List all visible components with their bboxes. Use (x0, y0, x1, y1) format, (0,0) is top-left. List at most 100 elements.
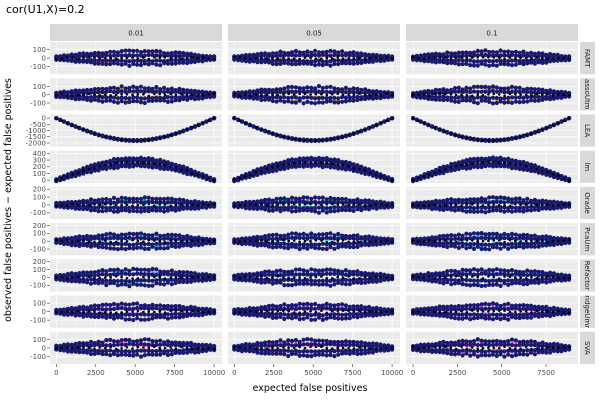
data-point (343, 200, 348, 205)
data-point (165, 99, 170, 104)
mean-point (551, 124, 555, 127)
data-point (146, 195, 151, 200)
data-point (270, 273, 275, 278)
data-point (471, 197, 477, 202)
mean-point (352, 132, 356, 135)
mean-point (336, 309, 340, 313)
data-point (529, 200, 534, 205)
data-point (370, 124, 375, 129)
data-point (433, 57, 438, 62)
mean-point (104, 164, 107, 167)
mean-point (292, 161, 296, 165)
mean-point (207, 310, 210, 314)
mean-point (325, 56, 329, 60)
mean-point (503, 161, 506, 165)
data-point (138, 138, 144, 143)
data-point (430, 273, 435, 278)
mean-point (109, 311, 112, 314)
mean-point (481, 160, 485, 164)
mean-point (153, 204, 156, 208)
data-point (127, 272, 132, 277)
mean-point (358, 277, 361, 280)
mean-point (309, 202, 312, 206)
data-point (449, 205, 454, 210)
data-point (131, 84, 136, 89)
data-point (309, 282, 314, 287)
data-point (449, 197, 454, 202)
data-point (517, 85, 522, 90)
data-point (445, 197, 450, 202)
mean-point (292, 93, 296, 96)
data-point (324, 49, 329, 55)
data-point (328, 209, 333, 214)
data-point (100, 209, 105, 214)
data-point (313, 86, 318, 91)
data-point (88, 95, 94, 100)
data-point (355, 197, 360, 202)
data-point (92, 58, 97, 63)
mean-point (174, 203, 178, 207)
data-point (305, 278, 310, 283)
data-point (494, 267, 499, 272)
data-point (540, 97, 545, 102)
data-point (336, 205, 341, 210)
mean-point (535, 56, 539, 59)
mean-point (320, 161, 323, 164)
data-point (468, 242, 473, 247)
panel-6-1 (228, 259, 400, 292)
mean-point (212, 310, 216, 313)
data-point (506, 100, 511, 105)
data-point (456, 272, 461, 278)
data-point (158, 58, 163, 63)
data-point (119, 242, 124, 247)
data-point (138, 317, 144, 322)
data-point (138, 236, 144, 241)
data-point (343, 277, 348, 283)
data-point (517, 278, 522, 283)
data-point (85, 95, 90, 100)
data-point (313, 272, 318, 277)
data-point (154, 62, 159, 67)
data-point (332, 236, 337, 241)
mean-point (158, 275, 161, 279)
mean-point (331, 162, 334, 166)
data-point (111, 53, 117, 58)
mean-point (352, 310, 356, 313)
panel-7-0 (50, 295, 222, 328)
mean-point (180, 240, 183, 243)
data-point (123, 279, 128, 284)
data-point (154, 278, 159, 283)
mean-point (271, 93, 274, 97)
mean-point (303, 92, 307, 96)
mean-point (331, 137, 334, 141)
data-point (293, 282, 298, 287)
mean-point (341, 238, 345, 242)
data-point (297, 199, 302, 204)
mean-point (136, 203, 140, 207)
data-point (328, 95, 333, 100)
data-point (320, 59, 325, 64)
data-point (536, 244, 541, 249)
mean-point (98, 57, 102, 60)
data-point (517, 235, 522, 240)
data-point (297, 281, 302, 286)
mean-point (309, 239, 312, 243)
data-point (204, 57, 209, 62)
data-point (301, 316, 306, 321)
data-point (343, 165, 348, 170)
data-point (316, 53, 322, 58)
data-point (343, 303, 348, 308)
data-point (359, 280, 364, 286)
mean-point (82, 169, 85, 173)
data-point (536, 87, 541, 92)
data-point (483, 205, 488, 210)
data-point (104, 269, 109, 274)
mean-point (125, 138, 129, 142)
mean-point (120, 138, 123, 141)
data-point (115, 61, 120, 66)
mean-point (254, 126, 258, 129)
data-point (301, 245, 306, 250)
mean-point (524, 239, 528, 243)
mean-point (347, 93, 350, 97)
data-point (150, 59, 155, 64)
